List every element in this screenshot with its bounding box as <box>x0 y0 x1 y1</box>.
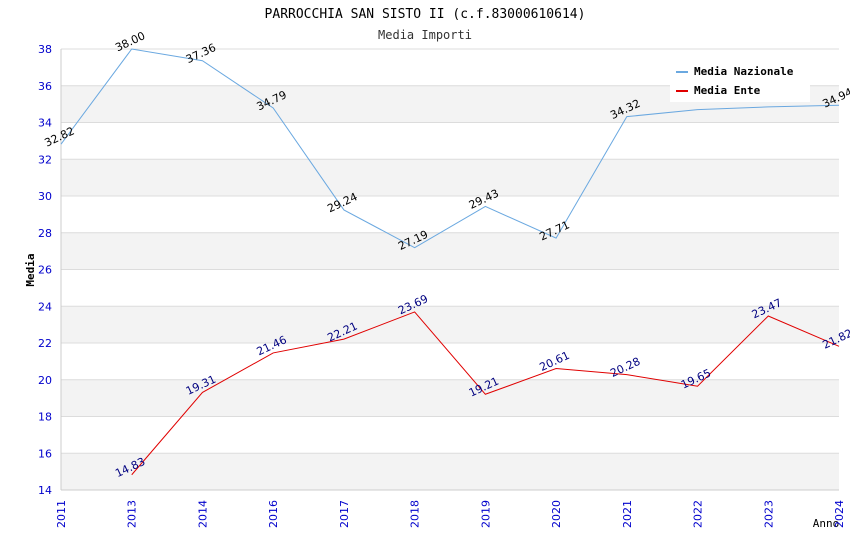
x-tick-label: 2022 <box>692 500 705 528</box>
background-band <box>61 379 839 417</box>
chart-subtitle: Media Importi <box>378 28 472 42</box>
y-tick-label: 20 <box>38 374 52 387</box>
y-tick-label: 26 <box>38 264 52 277</box>
x-tick-label: 2019 <box>479 500 492 528</box>
y-tick-label: 28 <box>38 227 52 240</box>
legend-box <box>670 60 810 102</box>
x-tick-label: 2023 <box>762 500 775 528</box>
legend-label-nazionale: Media Nazionale <box>694 65 794 78</box>
background-band <box>61 343 839 380</box>
x-axis-ticks: 2011 2013 2014 2016 2017 2018 2019 2020 2021 2022… <box>55 500 846 528</box>
y-tick-label: 38 <box>38 43 52 56</box>
chart-title: PARROCCHIA SAN SISTO II (c.f.83000610614… <box>265 7 586 22</box>
y-tick-label: 22 <box>38 337 52 350</box>
x-tick-label: 2024 <box>833 500 846 528</box>
background-band <box>61 122 839 160</box>
y-axis-label: Media <box>24 253 37 286</box>
x-tick-label: 2016 <box>267 500 280 528</box>
y-tick-label: 24 <box>38 300 52 313</box>
y-tick-label: 30 <box>38 190 52 203</box>
x-tick-label: 2020 <box>550 500 563 528</box>
y-tick-label: 16 <box>38 447 52 460</box>
y-tick-label: 34 <box>38 117 52 130</box>
y-tick-label: 36 <box>38 80 52 93</box>
x-tick-label: 2014 <box>196 500 209 528</box>
x-axis-label: Anno <box>813 517 840 530</box>
background-band <box>61 453 839 490</box>
x-tick-label: 2017 <box>338 500 351 528</box>
series-line-nazionale <box>60 48 840 249</box>
gridlines <box>60 48 839 491</box>
background-band <box>61 232 839 270</box>
series-lines <box>60 48 840 476</box>
legend-label-ente: Media Ente <box>694 84 761 97</box>
series-line-ente <box>131 311 840 476</box>
x-tick-label: 2013 <box>126 500 139 528</box>
y-tick-label: 18 <box>38 411 52 424</box>
background-band <box>61 269 839 307</box>
legend: Media Nazionale Media Ente <box>670 60 810 102</box>
background-band <box>61 159 839 196</box>
x-tick-label: 2021 <box>621 500 634 528</box>
background-band <box>61 416 839 454</box>
y-axis-ticks: 14 16 18 20 22 24 26 28 30 32 34 36 38 <box>38 43 52 497</box>
y-tick-label: 14 <box>38 484 52 497</box>
x-tick-label: 2018 <box>409 500 422 528</box>
background-band <box>61 306 839 343</box>
y-tick-label: 32 <box>38 153 52 166</box>
x-tick-label: 2011 <box>55 500 68 528</box>
